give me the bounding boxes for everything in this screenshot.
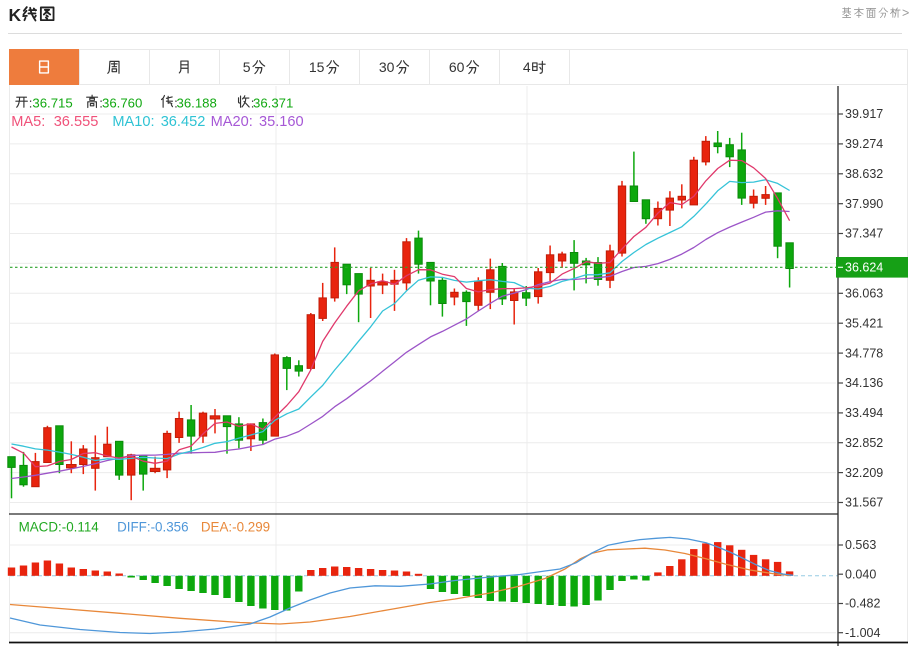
svg-text:36.188: 36.188 xyxy=(177,96,217,111)
svg-text:36.715: 36.715 xyxy=(32,96,72,111)
svg-text:35.160: 35.160 xyxy=(259,114,304,130)
svg-text::: : xyxy=(174,96,178,111)
svg-text:39.274: 39.274 xyxy=(845,137,883,151)
svg-text:-0.482: -0.482 xyxy=(845,597,880,611)
svg-text:MA20:: MA20: xyxy=(211,114,253,130)
svg-text:36.452: 36.452 xyxy=(161,114,206,130)
svg-text:38.632: 38.632 xyxy=(845,167,883,181)
svg-text:60: 60 xyxy=(449,59,465,75)
svg-text:MACD:-0.114: MACD:-0.114 xyxy=(19,519,100,534)
svg-text:0.563: 0.563 xyxy=(845,538,876,552)
svg-text:DEA:-0.299: DEA:-0.299 xyxy=(201,519,270,534)
svg-text:MA5:: MA5: xyxy=(11,114,45,130)
svg-text:39.917: 39.917 xyxy=(845,107,883,121)
svg-text:36.624: 36.624 xyxy=(845,261,883,275)
svg-text:34.136: 34.136 xyxy=(845,376,883,390)
svg-text:MA10:: MA10: xyxy=(112,114,154,130)
svg-text:-1.004: -1.004 xyxy=(845,626,880,640)
svg-text:32.209: 32.209 xyxy=(845,466,883,480)
svg-text::: : xyxy=(99,96,103,111)
svg-text:4: 4 xyxy=(523,59,531,75)
svg-text:32.852: 32.852 xyxy=(845,436,883,450)
svg-text:30: 30 xyxy=(379,59,395,75)
svg-text:36.555: 36.555 xyxy=(54,114,99,130)
svg-text:36.371: 36.371 xyxy=(253,96,293,111)
svg-text:37.990: 37.990 xyxy=(845,197,883,211)
svg-text:36.760: 36.760 xyxy=(102,96,142,111)
svg-text:33.494: 33.494 xyxy=(845,406,883,420)
svg-text:0.040: 0.040 xyxy=(845,567,876,581)
svg-text:K: K xyxy=(9,5,22,25)
svg-text:37.347: 37.347 xyxy=(845,227,883,241)
svg-text:34.778: 34.778 xyxy=(845,346,883,360)
svg-text:5: 5 xyxy=(243,59,251,75)
svg-text:>: > xyxy=(902,6,909,20)
svg-text::: : xyxy=(251,96,255,111)
svg-text:31.567: 31.567 xyxy=(845,496,883,510)
svg-text:DIFF:-0.356: DIFF:-0.356 xyxy=(117,519,188,534)
svg-text::: : xyxy=(29,96,33,111)
svg-text:36.063: 36.063 xyxy=(845,287,883,301)
svg-text:15: 15 xyxy=(309,59,325,75)
svg-text:35.421: 35.421 xyxy=(845,316,883,330)
